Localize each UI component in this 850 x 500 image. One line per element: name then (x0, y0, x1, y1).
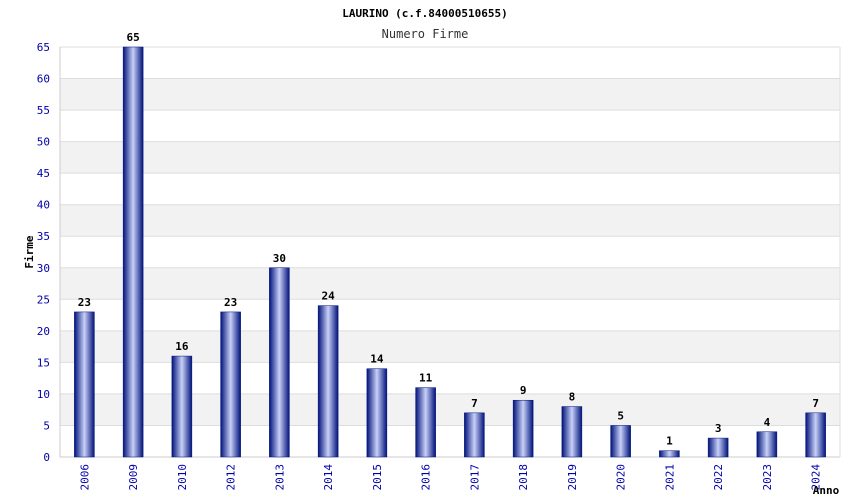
data-label: 5 (617, 409, 624, 422)
data-label: 3 (715, 422, 722, 435)
y-tick-label: 60 (37, 73, 50, 86)
y-tick-label: 45 (37, 167, 50, 180)
y-tick-label: 40 (37, 199, 50, 212)
x-tick-label: 2009 (127, 464, 140, 491)
y-tick-label: 30 (37, 262, 50, 275)
chart-title: LAURINO (c.f.84000510655) (342, 7, 508, 20)
x-tick-label: 2020 (615, 464, 628, 491)
bar (171, 355, 193, 458)
y-tick-label: 20 (37, 325, 50, 338)
data-label: 11 (419, 372, 433, 385)
grid-band (60, 267, 840, 300)
bar (415, 387, 436, 458)
bar (122, 46, 144, 458)
x-tick-label: 2014 (322, 464, 335, 491)
y-tick-label: 50 (37, 136, 50, 149)
x-tick-label: 2013 (273, 464, 286, 491)
bar (512, 399, 534, 458)
x-tick-label: 2012 (225, 464, 238, 491)
bar (74, 311, 95, 458)
x-tick-label: 2024 (810, 464, 823, 491)
bar (561, 406, 583, 458)
bar (805, 412, 826, 458)
data-label: 24 (322, 290, 336, 303)
y-tick-label: 10 (37, 388, 50, 401)
data-label: 30 (273, 252, 286, 265)
x-tick-label: 2022 (712, 464, 725, 491)
x-tick-label: 2018 (517, 464, 530, 491)
grid-band (60, 78, 840, 111)
data-label: 1 (666, 435, 673, 448)
chart-subtitle: Numero Firme (382, 27, 469, 41)
data-label: 14 (370, 353, 384, 366)
data-label: 23 (224, 296, 237, 309)
data-label: 65 (127, 31, 140, 44)
bar (317, 305, 339, 458)
y-tick-labels: 0 5 10 15 20 25 30 35 40 45 50 55 60 65 (37, 41, 50, 464)
y-tick-label: 65 (37, 41, 50, 54)
x-tick-label: 2016 (420, 464, 433, 491)
bar (707, 437, 729, 458)
y-tick-label: 5 (43, 419, 50, 432)
data-labels: 23 65 16 23 30 24 14 11 7 9 8 5 1 3 4 7 (78, 31, 819, 448)
x-tick-label: 2019 (566, 464, 579, 491)
grid-band (60, 204, 840, 237)
x-axis-label: Anno (813, 484, 840, 497)
y-tick-label: 55 (37, 104, 50, 117)
bar (756, 431, 778, 458)
grid-band (60, 141, 840, 174)
x-tick-label: 2021 (663, 464, 676, 491)
bars (74, 46, 826, 458)
bar (464, 412, 485, 458)
y-tick-label: 35 (37, 230, 50, 243)
bar (269, 267, 290, 458)
data-label: 7 (471, 397, 478, 410)
data-label: 7 (812, 397, 819, 410)
y-tick-label: 0 (43, 451, 50, 464)
data-label: 4 (764, 416, 771, 429)
x-tick-label: 2017 (468, 464, 481, 491)
x-tick-label: 2006 (78, 464, 91, 491)
bar (220, 311, 241, 458)
y-tick-label: 25 (37, 293, 50, 306)
x-tick-label: 2010 (176, 464, 189, 491)
data-label: 8 (569, 391, 576, 404)
data-label: 23 (78, 296, 91, 309)
x-tick-labels: 2006 2009 2010 2012 2013 2014 2015 2016 2017 2018… (78, 464, 822, 491)
bar (659, 450, 680, 458)
y-tick-label: 15 (37, 356, 50, 369)
data-label: 16 (175, 340, 189, 353)
plot-background (60, 78, 840, 426)
bar (366, 368, 388, 458)
bar (610, 425, 631, 458)
x-tick-label: 2015 (371, 464, 384, 491)
data-label: 9 (520, 384, 527, 397)
y-axis-label: Firme (23, 235, 36, 268)
x-tick-label: 2023 (761, 464, 774, 491)
